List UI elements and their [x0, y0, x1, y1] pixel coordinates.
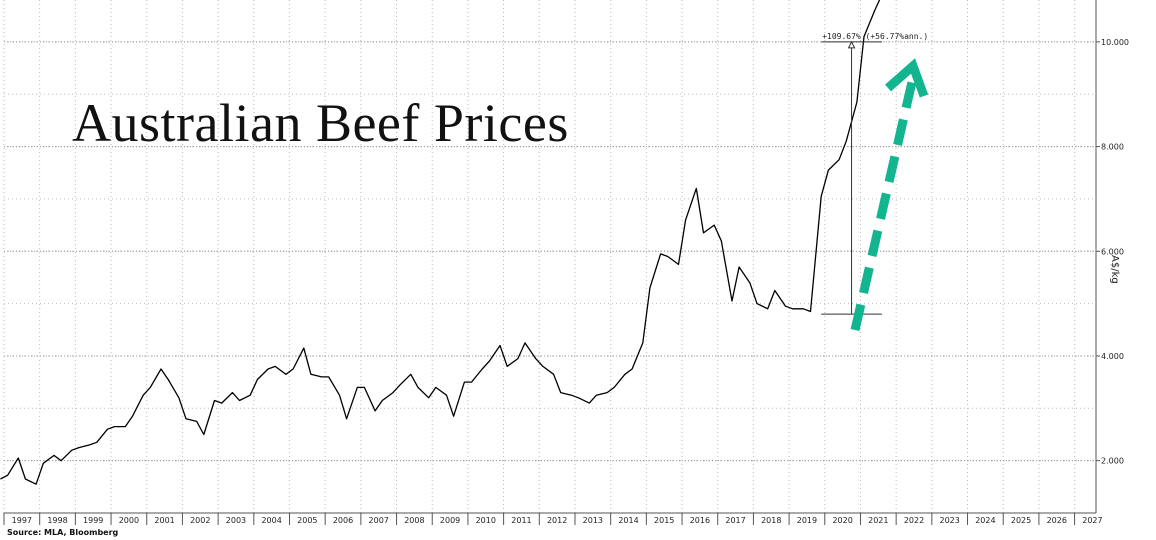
x-tick-label: 2019: [797, 516, 817, 525]
chart-axes: 1997 1998 1999 2000 2001 2002 2003 2004 2005 2006…: [3, 0, 1129, 525]
x-tick-label: 2004: [261, 516, 281, 525]
x-tick-label: 2006: [333, 516, 353, 525]
x-tick-label: 2020: [832, 516, 852, 525]
x-tick-label: 2007: [369, 516, 389, 525]
x-tick-label: 2009: [440, 516, 460, 525]
x-tick-label: 2000: [119, 516, 139, 525]
annotation-label: +109.67% (+56.77%ann.): [822, 32, 928, 41]
price-series-line: [0, 0, 881, 485]
annotation-arrowhead: [847, 40, 856, 49]
x-tick-label: 2003: [226, 516, 246, 525]
trend-arrow: [850, 58, 929, 332]
x-tick-label: 2022: [904, 516, 924, 525]
x-tick-label: 2010: [476, 516, 496, 525]
source-note: Source: MLA, Bloomberg: [7, 528, 119, 537]
y-tick-label: 4.000: [1101, 352, 1124, 361]
x-tick-label: 2026: [1047, 516, 1067, 525]
trend-arrow-shaft: [850, 80, 917, 332]
x-tick-label: 2024: [975, 516, 995, 525]
y-tick-label: 2.000: [1101, 457, 1124, 466]
x-tick-label: 2013: [583, 516, 603, 525]
y-tick-label: 10.000: [1101, 38, 1129, 47]
x-tick-label: 2025: [1011, 516, 1031, 525]
x-tick-label: 2008: [404, 516, 424, 525]
x-tick-label: 1999: [83, 516, 103, 525]
trend-arrow-head: [885, 58, 929, 98]
x-tick-label: 2002: [190, 516, 210, 525]
x-tick-label: 2012: [547, 516, 567, 525]
y-axis-label: A$/kg: [1109, 255, 1120, 284]
change-annotation: +109.67% (+56.77%ann.): [821, 32, 928, 315]
x-tick-label: 2023: [940, 516, 960, 525]
x-tick-label: 2001: [154, 516, 174, 525]
x-tick-label: 2015: [654, 516, 674, 525]
x-tick-label: 2017: [725, 516, 745, 525]
x-tick-label: 2005: [297, 516, 317, 525]
chart-series: [0, 0, 881, 485]
x-tick-label: 1997: [12, 516, 32, 525]
x-tick-label: 2014: [618, 516, 638, 525]
x-tick-label: 2021: [868, 516, 888, 525]
chart-grid: [3, 0, 1096, 514]
x-tick-label: 1998: [47, 516, 67, 525]
x-tick-label: 2011: [511, 516, 531, 525]
y-tick-label: 8.000: [1101, 143, 1124, 152]
x-tick-label: 2016: [690, 516, 710, 525]
x-tick-label: 2027: [1082, 516, 1102, 525]
x-tick-label: 2018: [761, 516, 781, 525]
y-tick-label: 6.000: [1101, 247, 1124, 256]
chart-title: Australian Beef Prices: [72, 93, 569, 153]
